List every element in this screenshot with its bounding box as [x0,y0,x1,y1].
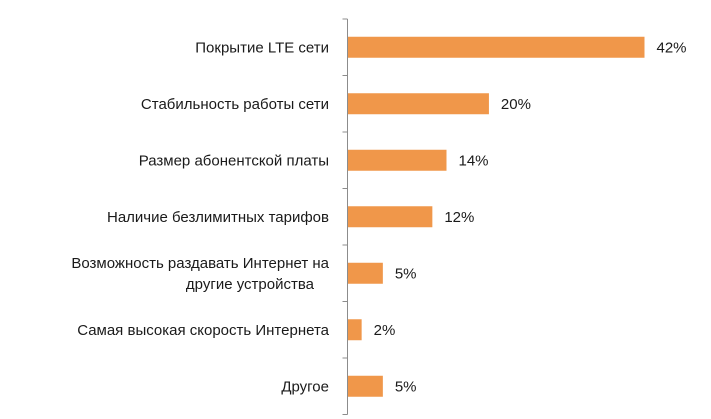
y-axis-group [342,18,348,415]
category-label-line: Другое [281,378,329,395]
category-label-line: Возможность раздавать Интернет на [71,255,329,272]
bar-2 [347,149,447,171]
category-label-line: другие устройства [186,276,315,293]
bar-3 [347,206,433,228]
value-labels-group: 42% 20% 14% 12% 5% 2% 5% [374,39,687,395]
bar-1 [347,93,489,115]
category-label-line: Покрытие LTE сети [195,39,329,56]
bar-4 [347,262,383,284]
category-label-1: Стабильность работы сети [141,96,329,113]
category-label-line: Стабильность работы сети [141,96,329,113]
category-label-3: Наличие безлимитных тарифов [107,209,329,226]
category-label-line: Размер абонентской платы [139,152,329,169]
category-label-0: Покрытие LTE сети [195,39,329,56]
value-label-3: 12% [444,209,474,226]
bar-5 [347,319,362,341]
category-label-4: Возможность раздавать Интернет на другие … [71,255,329,293]
category-label-line: Наличие безлимитных тарифов [107,209,329,226]
bar-6 [347,375,383,397]
category-label-5: Самая высокая скорость Интернета [77,322,329,339]
category-labels-group: Покрытие LTE сети Стабильность работы сет… [71,39,329,395]
bars-group [347,36,645,397]
category-label-6: Другое [281,378,329,395]
value-label-4: 5% [395,265,417,282]
value-label-2: 14% [459,152,489,169]
value-label-1: 20% [501,96,531,113]
value-label-0: 42% [657,39,687,56]
category-label-2: Размер абонентской платы [139,152,329,169]
value-label-6: 5% [395,378,417,395]
value-label-5: 2% [374,322,396,339]
category-label-line: Самая высокая скорость Интернета [77,322,329,339]
bar-0 [347,36,645,58]
